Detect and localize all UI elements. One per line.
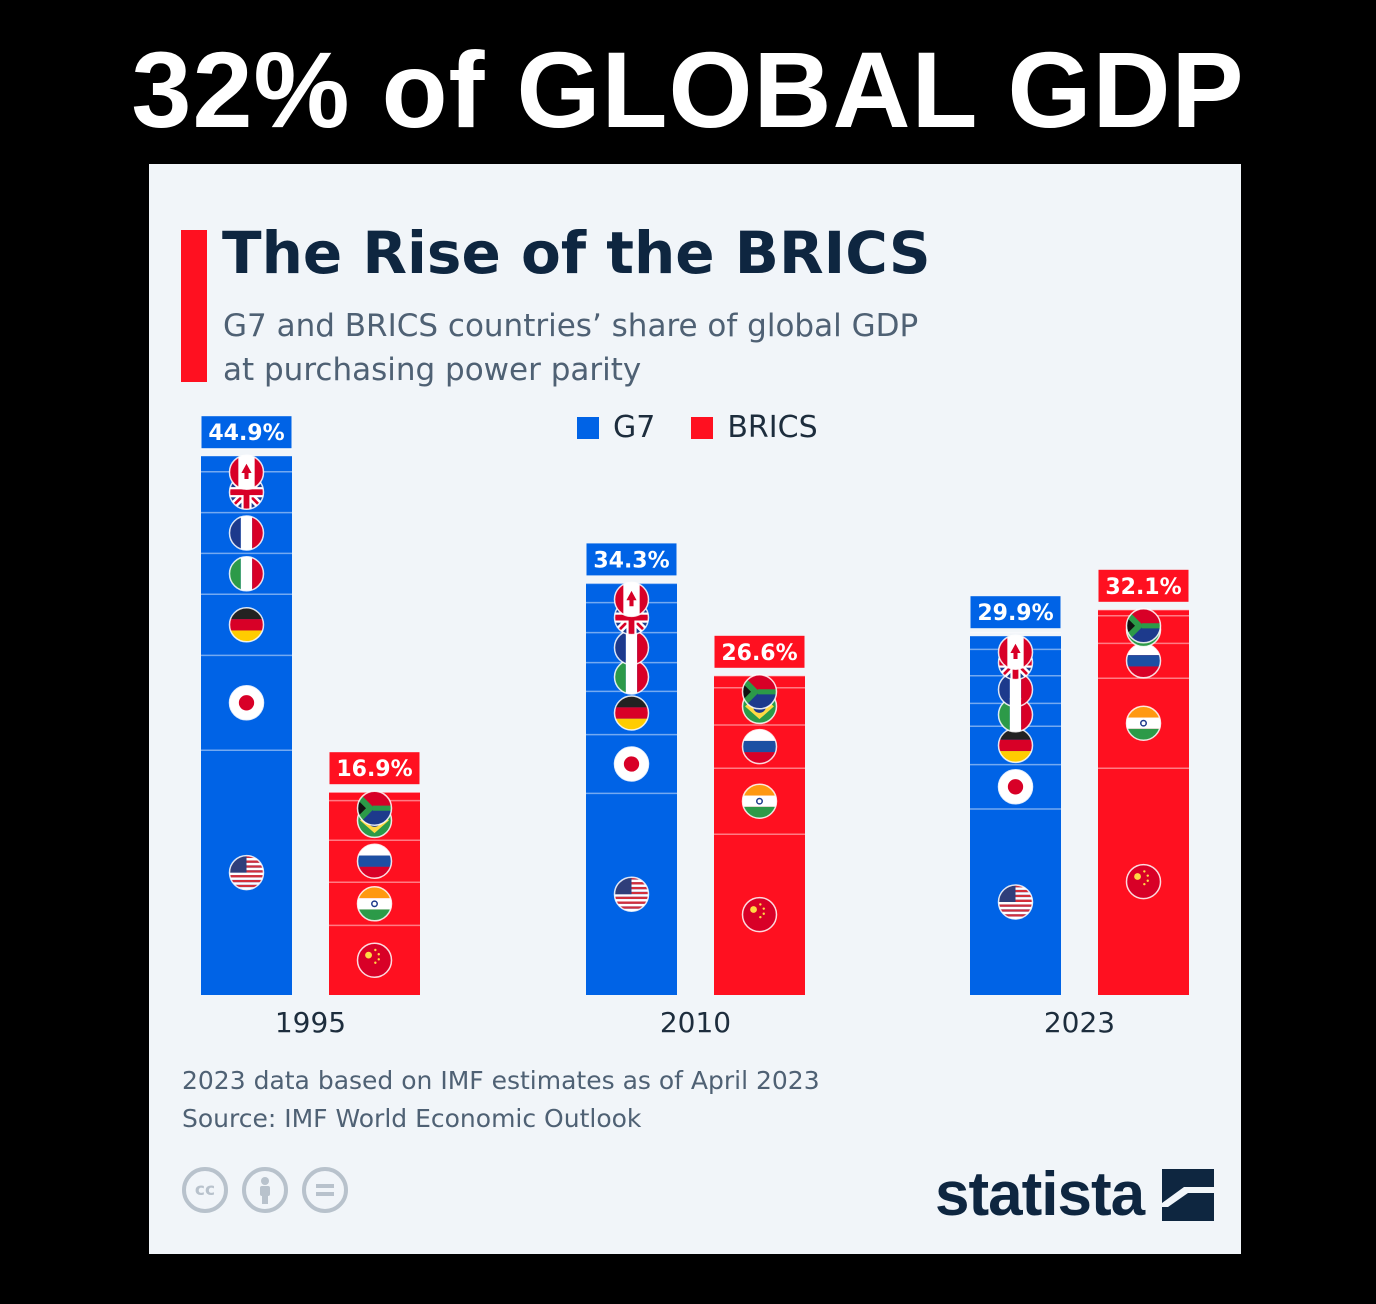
china-flag-icon <box>741 896 778 933</box>
india-flag-icon <box>356 886 393 922</box>
canada-flag-icon <box>613 581 650 618</box>
germany-flag-icon <box>228 607 265 643</box>
germany-flag-icon <box>997 727 1034 764</box>
value-label-box <box>1098 569 1189 602</box>
value-label-box <box>329 752 420 785</box>
bar-brics-2023: 32.1% <box>1098 569 1189 995</box>
russia-flag-icon <box>356 843 393 879</box>
germany-flag-icon <box>613 695 650 731</box>
infographic-card: The Rise of the BRICS G7 and BRICS count… <box>149 164 1241 1254</box>
canada-flag-icon <box>997 634 1034 670</box>
legend-item-brics: BRICS <box>691 408 818 448</box>
us-flag-icon <box>613 876 650 912</box>
india-flag-icon <box>1125 705 1162 741</box>
japan-flag-icon <box>613 746 650 782</box>
no-derivatives-icon <box>302 1167 348 1213</box>
value-label-box <box>714 635 805 668</box>
legend: G7 BRICS <box>577 408 854 448</box>
legend-swatch-brics <box>691 417 714 439</box>
bar-brics-2010: 26.6% <box>714 635 805 995</box>
statista-brand: statista <box>935 1160 1215 1230</box>
us-flag-icon <box>228 854 265 891</box>
russia-flag-icon <box>741 728 778 765</box>
south-africa-flag-icon <box>1125 608 1162 644</box>
attribution-icon <box>242 1167 288 1213</box>
france-flag-icon <box>613 629 650 666</box>
chart-title: The Rise of the BRICS <box>222 219 931 287</box>
value-label: 44.9% <box>208 421 284 446</box>
canada-flag-icon <box>228 454 265 490</box>
south-africa-flag-icon <box>356 790 393 826</box>
value-label: 34.3% <box>593 548 669 573</box>
value-label: 26.6% <box>721 641 797 666</box>
subtitle-line-2: at purchasing power parity <box>223 352 642 388</box>
legend-item-g7: G7 <box>577 408 655 448</box>
headline: 32% of GLOBAL GDP <box>131 29 1245 150</box>
statista-logo-icon <box>1162 1169 1215 1221</box>
china-flag-icon <box>356 942 393 978</box>
japan-flag-icon <box>997 769 1034 805</box>
category-label-2010: 2010 <box>660 1006 731 1039</box>
russia-flag-icon <box>1125 643 1162 679</box>
bar-g7-1995: 44.9% <box>201 416 292 995</box>
south-africa-flag-icon <box>741 674 778 710</box>
italy-flag-icon <box>228 556 265 592</box>
bar-g7-2023: 29.9% <box>970 596 1061 995</box>
value-label: 32.1% <box>1105 575 1181 600</box>
us-flag-icon <box>997 884 1034 920</box>
legend-label-brics: BRICS <box>727 410 818 445</box>
title-accent-bar <box>181 230 207 382</box>
cc-icon: cc <box>182 1167 228 1213</box>
note-line: 2023 data based on IMF estimates as of A… <box>182 1066 820 1095</box>
stacked-bar-chart: 44.9% 34.3% 29.9% 16.9% 26.6% 32.1% 1995 2010 20… <box>201 416 1189 1039</box>
china-flag-icon <box>1125 863 1162 900</box>
value-label-box <box>970 596 1061 629</box>
bar-brics-1995: 16.9% <box>329 752 420 995</box>
category-label-1995: 1995 <box>275 1006 346 1039</box>
value-label: 29.9% <box>977 601 1053 626</box>
bar-g7-2010: 34.3% <box>586 543 677 995</box>
source-line: Source: IMF World Economic Outlook <box>182 1104 642 1133</box>
license-icons: cc <box>182 1167 362 1213</box>
value-label: 16.9% <box>336 757 412 782</box>
source-note: 2023 data based on IMF estimates as of A… <box>182 1062 820 1138</box>
france-flag-icon <box>228 515 265 551</box>
subtitle-line-1: G7 and BRICS countries’ share of global … <box>223 308 919 344</box>
japan-flag-icon <box>228 685 265 721</box>
category-label-2023: 2023 <box>1044 1006 1115 1039</box>
brand-name: statista <box>935 1160 1145 1229</box>
chart-subtitle: G7 and BRICS countries’ share of global … <box>223 304 1003 392</box>
value-label-box <box>201 416 292 449</box>
india-flag-icon <box>741 783 778 819</box>
legend-swatch-g7 <box>577 417 599 439</box>
legend-label-g7: G7 <box>613 410 656 445</box>
value-label-box <box>586 543 677 576</box>
